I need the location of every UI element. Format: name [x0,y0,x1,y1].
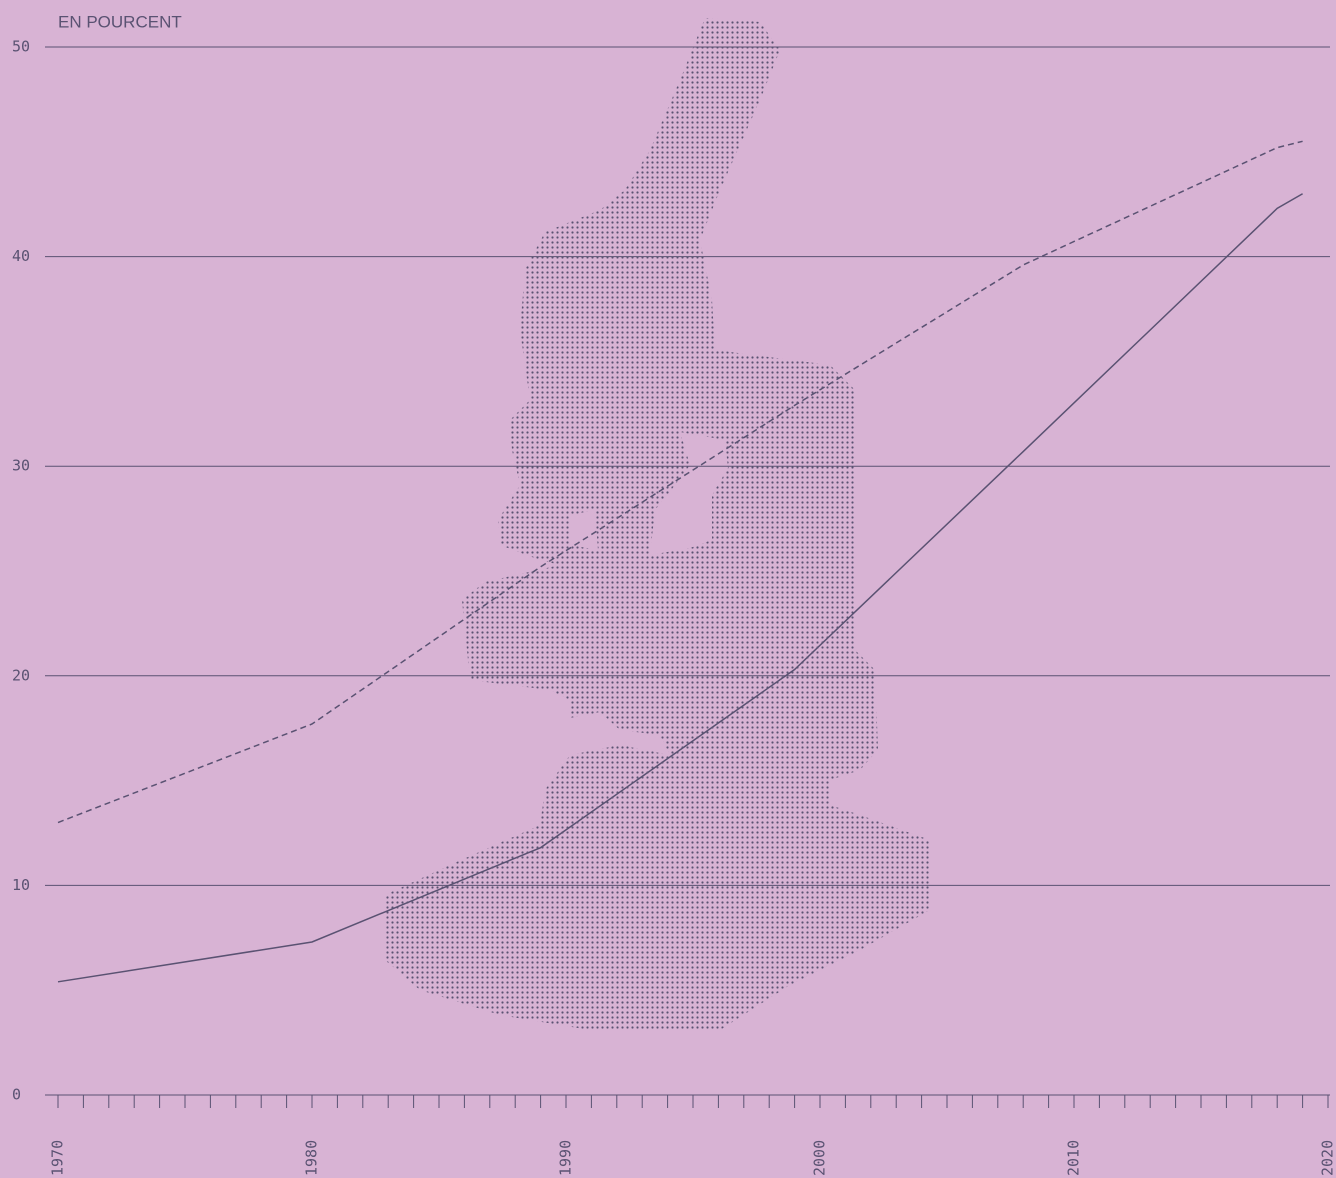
x-tick-label: 2020 [1319,1140,1336,1176]
x-tick-label: 2010 [1065,1140,1083,1176]
x-tick-label: 2000 [811,1140,829,1176]
x-tick-label: 1990 [557,1140,575,1176]
x-tick-label: 1970 [49,1140,67,1176]
y-tick-label: 50 [12,38,30,56]
page: EN POURCENT 0 10 20 30 40 50 1970 1980 1990 2000 2… [0,0,1336,1178]
x-tick-label: 1980 [303,1140,321,1176]
y-axis-label: EN POURCENT [58,12,182,31]
y-tick-label: 20 [12,666,30,684]
chart: EN POURCENT 0 10 20 30 40 50 1970 1980 1990 2000 2… [0,0,1336,1178]
y-tick-label: 30 [12,457,30,475]
y-tick-label: 40 [12,247,30,265]
y-tick-label: 0 [12,1086,21,1104]
y-tick-label: 10 [12,876,30,894]
